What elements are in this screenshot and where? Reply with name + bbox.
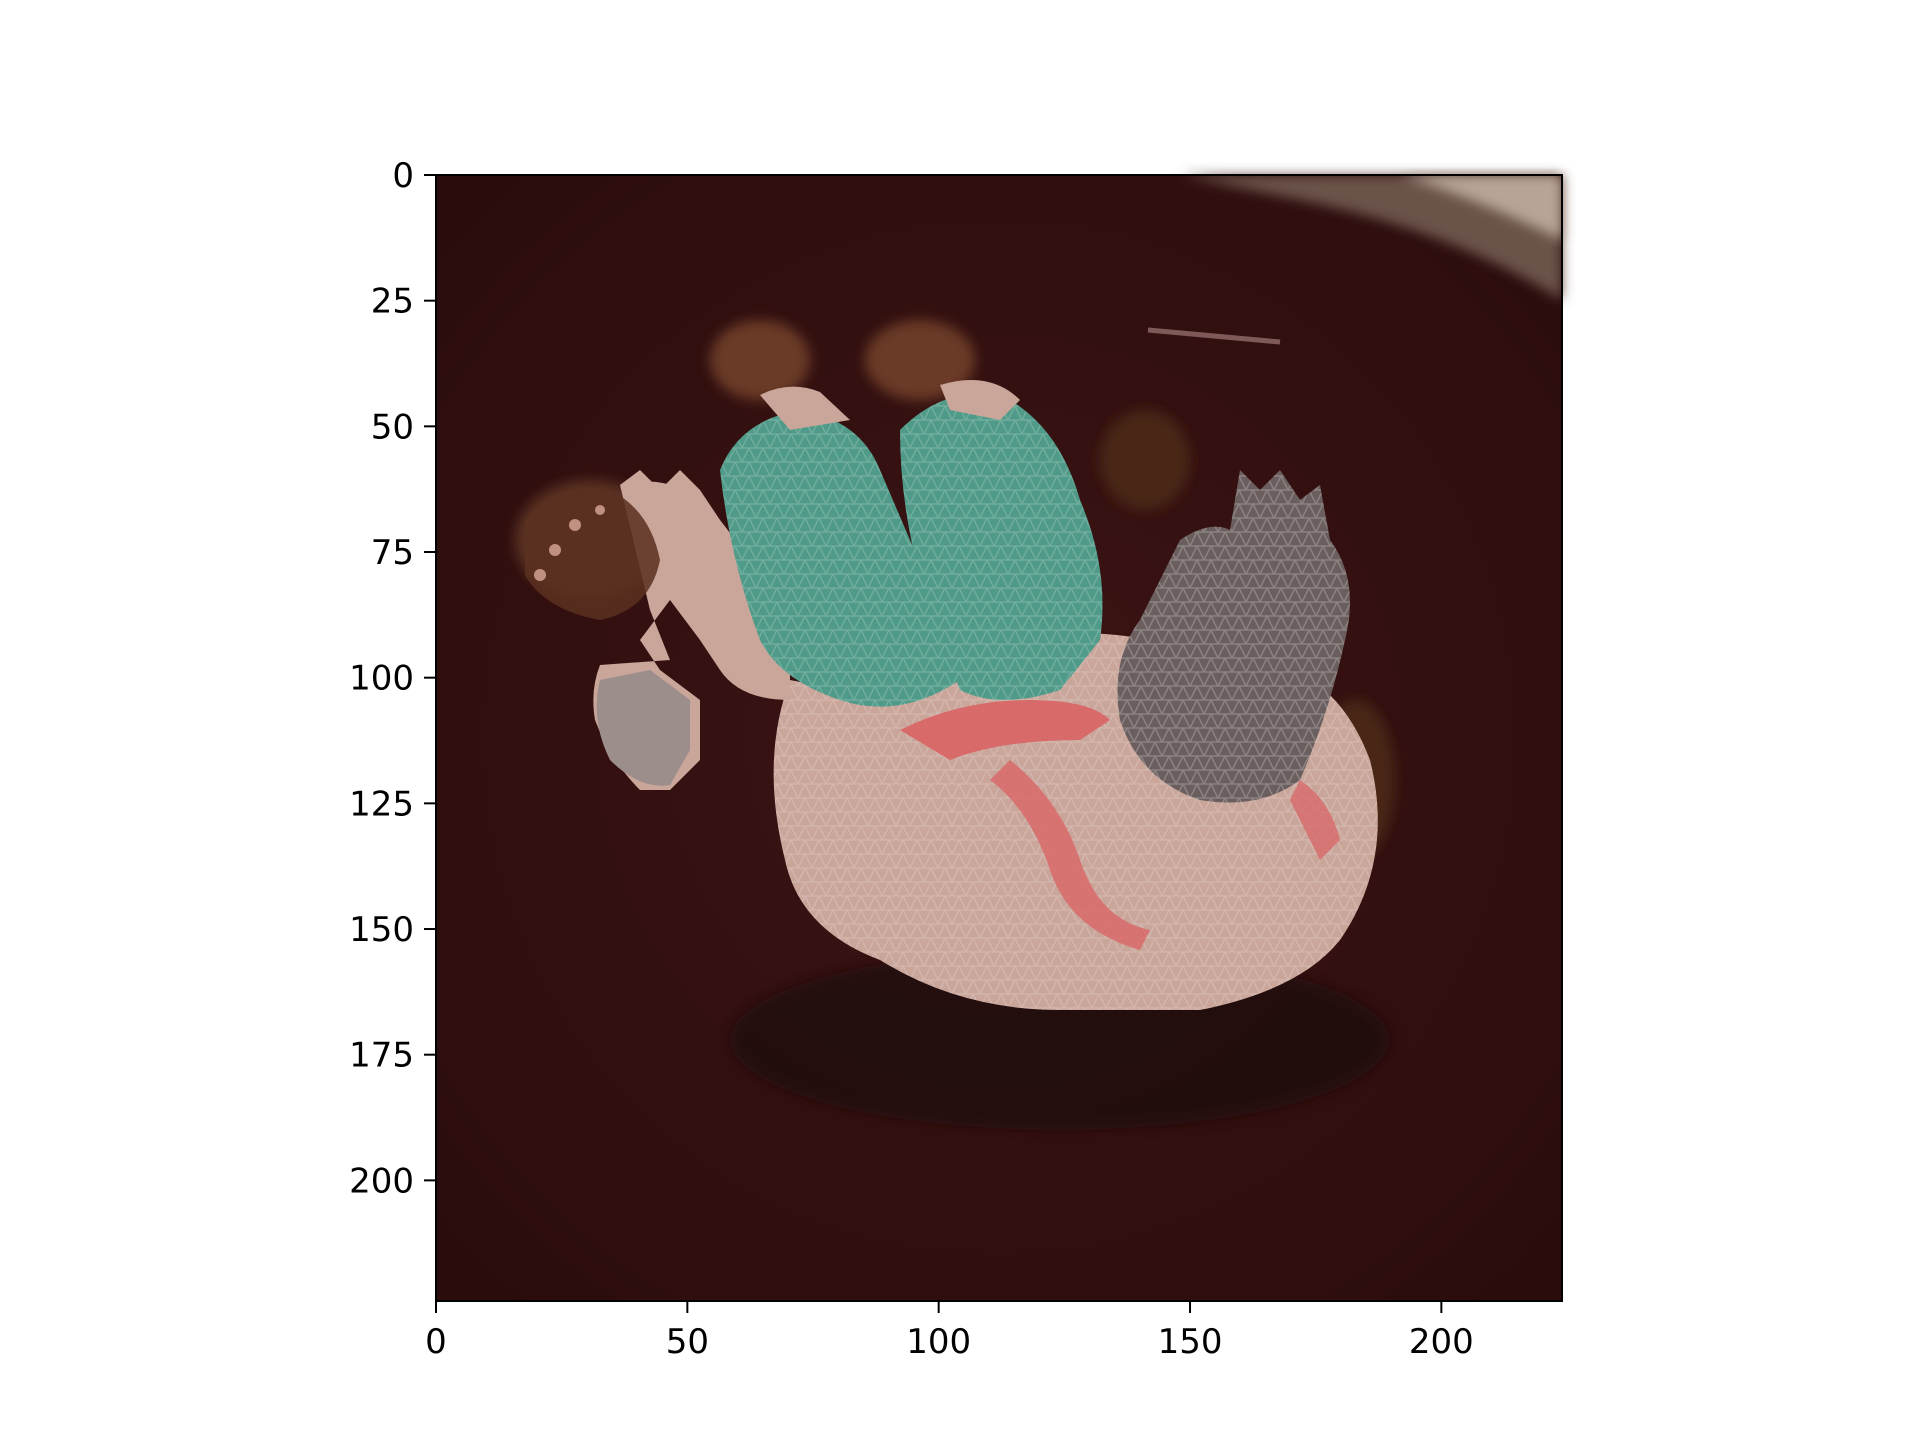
y-tick-label: 100	[349, 659, 414, 699]
wall-corner	[1180, 175, 1562, 300]
y-tick-label: 125	[349, 784, 414, 824]
x-axis-ticks: 0 50 100 150 200	[425, 1301, 1474, 1362]
y-tick-label: 200	[349, 1161, 414, 1201]
toe-dots	[534, 505, 605, 581]
y-tick-label: 50	[371, 407, 414, 447]
red-stripe	[900, 700, 1110, 760]
x-tick-label: 100	[906, 1322, 971, 1362]
y-tick-label: 0	[392, 156, 414, 196]
photo-image	[436, 175, 1562, 1301]
y-axis-ticks: 0 25 50 75 100 125 150 175 200	[349, 156, 436, 1201]
axes-frame	[435, 174, 1563, 1302]
x-tick-label: 0	[425, 1322, 447, 1362]
x-tick-label: 200	[1409, 1322, 1474, 1362]
y-tick-label: 75	[371, 533, 414, 573]
y-tick-label: 25	[371, 282, 414, 322]
x-tick-label: 150	[1158, 1322, 1223, 1362]
y-tick-label: 175	[349, 1036, 414, 1076]
x-tick-label: 50	[666, 1322, 709, 1362]
y-tick-label: 150	[349, 910, 414, 950]
foot	[525, 488, 660, 620]
